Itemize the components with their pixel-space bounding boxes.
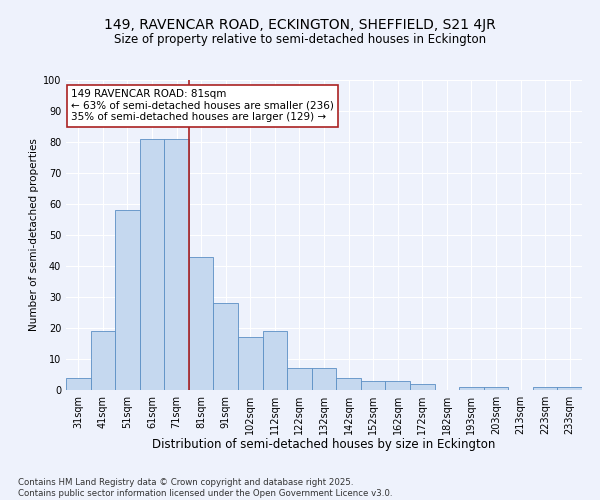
Bar (287, 368, 312, 390)
Bar (189, 256, 214, 390)
Bar (214, 303, 238, 390)
Text: Contains HM Land Registry data © Crown copyright and database right 2025.
Contai: Contains HM Land Registry data © Crown c… (18, 478, 392, 498)
Bar (557, 387, 582, 390)
Bar (459, 387, 484, 390)
Bar (410, 384, 434, 390)
Bar (312, 368, 336, 390)
Bar (361, 380, 385, 390)
Bar (533, 387, 557, 390)
X-axis label: Distribution of semi-detached houses by size in Eckington: Distribution of semi-detached houses by … (152, 438, 496, 452)
Text: 149, RAVENCAR ROAD, ECKINGTON, SHEFFIELD, S21 4JR: 149, RAVENCAR ROAD, ECKINGTON, SHEFFIELD… (104, 18, 496, 32)
Bar (238, 338, 263, 390)
Text: Size of property relative to semi-detached houses in Eckington: Size of property relative to semi-detach… (114, 32, 486, 46)
Bar (484, 387, 508, 390)
Bar (115, 210, 140, 390)
Bar (66, 378, 91, 390)
Bar (336, 378, 361, 390)
Bar (140, 139, 164, 390)
Bar (385, 380, 410, 390)
Y-axis label: Number of semi-detached properties: Number of semi-detached properties (29, 138, 38, 332)
Bar (263, 331, 287, 390)
Bar (91, 331, 115, 390)
Text: 149 RAVENCAR ROAD: 81sqm
← 63% of semi-detached houses are smaller (236)
35% of : 149 RAVENCAR ROAD: 81sqm ← 63% of semi-d… (71, 90, 334, 122)
Bar (164, 139, 189, 390)
